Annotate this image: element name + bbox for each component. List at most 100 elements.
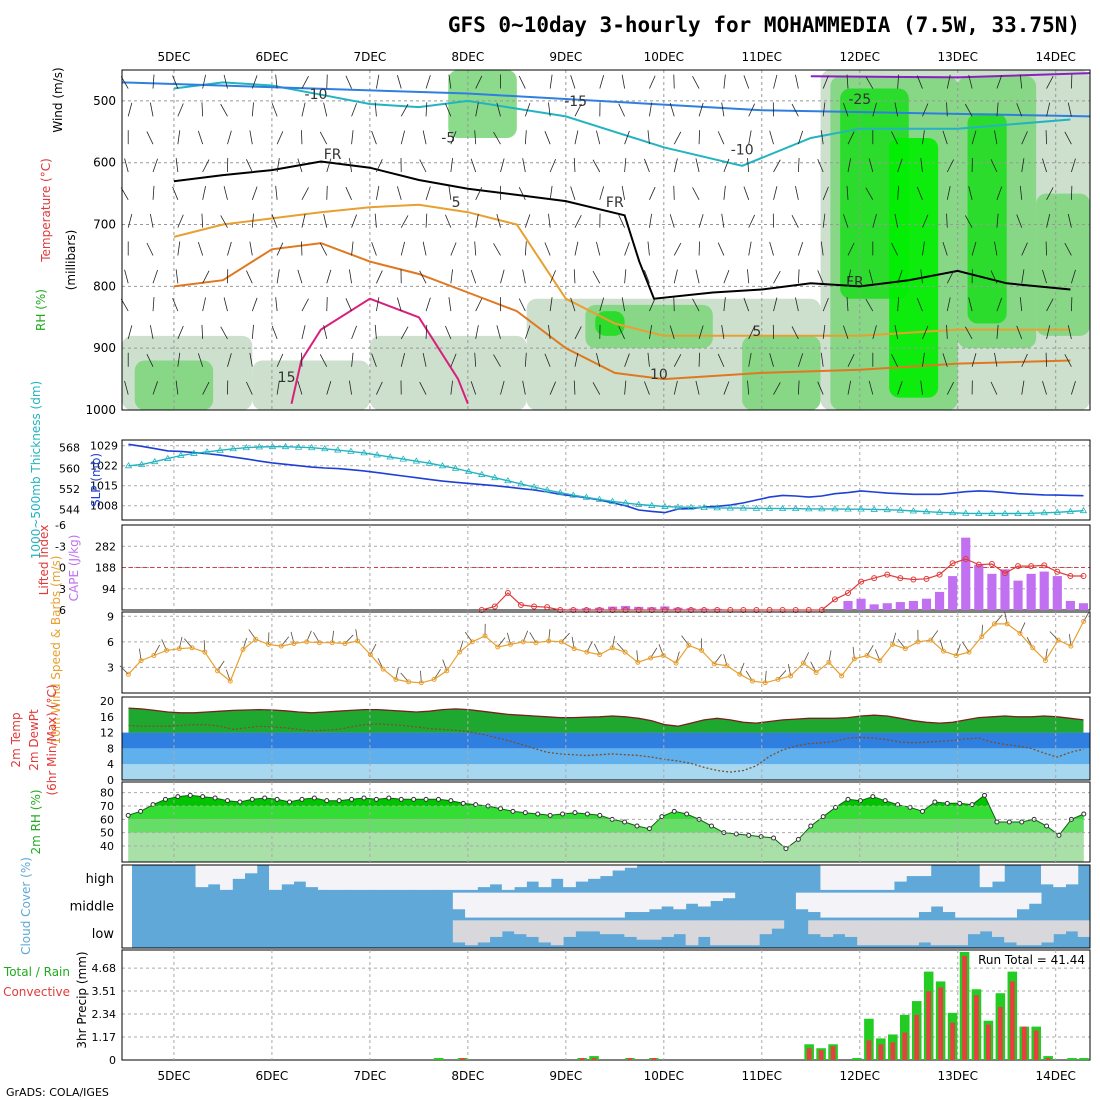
wind-barb [698,214,704,228]
wind-barb [1064,242,1072,256]
wind-barb [175,380,179,395]
precip-convective-bar [950,1022,955,1060]
cape-bar [987,573,997,610]
x-tick-top-label: 5DEC [158,50,191,64]
wind-barb [376,159,383,173]
wind-barb [470,269,477,284]
temp-y-tick: 20 [100,695,114,708]
precip-y-tick: 4.68 [92,962,117,975]
wind-speed-point [189,645,195,651]
wind-speed-point [699,647,705,653]
wind-barb [942,353,948,367]
wind-barb [172,186,179,200]
wind-barb [820,352,824,367]
cape-bar [647,607,657,610]
rh-point [659,814,665,820]
rh-point [957,800,963,806]
rh-point [994,819,1000,825]
wind-barb [202,381,210,395]
precip-convective-bar [830,1046,836,1060]
wind-barb [1064,354,1072,367]
slp-line [128,443,1084,514]
wind-barb [797,242,804,256]
wind-speed-point [648,655,654,661]
wind-barb [1046,298,1054,312]
cloud-cell [1028,892,1042,904]
cloud-cell [893,892,907,918]
wind-barb [323,213,328,228]
cloud-cell [918,920,932,943]
wind-barb [549,381,556,395]
wind-barb [376,297,380,312]
wind-barb [474,130,477,145]
contour-label: FR [324,147,342,163]
rh-point [882,798,888,804]
cloud-cell [881,920,895,946]
wind-barb [897,297,900,312]
wind-barb [773,382,781,395]
wind-barb [592,382,601,395]
wind-barb [450,131,457,145]
precip-convective-bar [579,1058,585,1060]
wind-speed-point [138,658,144,664]
wind10m-axis-label: 10m Wind Speed & Barbs (m/s) [49,556,63,745]
thickness-point [321,444,329,452]
wind-barb [496,214,501,228]
wind-y-tick: 6 [107,636,114,649]
wind-barb [791,326,799,340]
wind-barb [968,186,973,200]
wind-barb [1046,187,1054,201]
rh-point [237,799,243,805]
thickness-point [412,457,421,464]
rh-point [311,795,317,801]
wind-barb [747,269,750,284]
wind-barb [474,352,477,367]
wind-barb [197,130,204,145]
rh-point [1056,832,1062,838]
thickness-point [857,505,865,512]
thickness-point [334,446,342,453]
precip-total-bar [1067,1058,1077,1060]
lifted-index-point [871,575,878,582]
temp-axis-label: 2m Temp [9,712,23,767]
rh-point [820,814,826,820]
wind-barb [797,130,804,145]
thickness-point [530,483,538,490]
lifted-index-point [531,603,538,610]
rh-y-tick: 60 [100,813,114,826]
cape-bar [882,603,892,610]
cloud-cell [526,920,540,937]
thickness-y-tick: 560 [59,462,80,475]
wind-barb [817,270,824,284]
thickness-point [674,503,682,510]
wind-barb [868,380,874,395]
wind-barb [470,381,477,395]
contour-label: 15 [278,370,296,386]
wind-barb [146,131,154,145]
cloud-cell [685,920,699,946]
cloud-cell [930,892,944,907]
wind-barb [1046,213,1051,228]
wind-barb [946,213,948,228]
wind-barb [197,353,204,367]
thickness-point [909,507,918,514]
x-tick-top-label: 12DEC [840,50,880,64]
wind-barb [450,158,453,173]
cape-y-tick: 282 [95,540,116,553]
thickness-point [399,455,407,462]
wind-barb [201,324,204,339]
thickness-point [778,504,787,512]
wind-speed-point [635,659,641,665]
lifted-index-point [1015,563,1022,570]
wind-barb [891,131,899,145]
cape-bar [1013,580,1023,610]
wind-barb [996,213,999,228]
cloud-cell [844,892,858,918]
wind-barb [177,103,184,117]
wind-barb [201,102,204,117]
precip-convective-bar [1021,1026,1027,1060]
wind-speed-point [176,646,182,652]
cloud-frame [121,864,1091,949]
rh2m-frame [121,781,1091,863]
wind-barb [371,242,377,256]
